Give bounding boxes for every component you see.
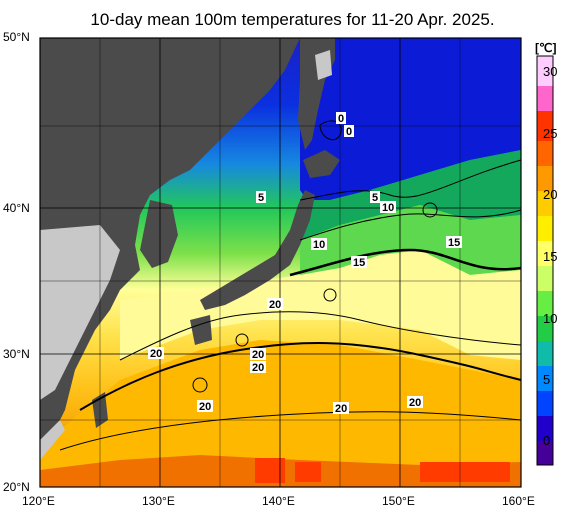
lat-label: 50°N: [3, 30, 30, 44]
isotherm-lines: [59, 120, 522, 451]
lon-label: 160°E: [502, 494, 535, 508]
lon-label: 130°E: [142, 494, 175, 508]
map-frame: [39, 37, 522, 488]
contour-label: 20: [335, 403, 347, 415]
contour-label: 0: [346, 126, 352, 138]
green-water-region: [300, 150, 521, 240]
lat-label: 40°N: [3, 201, 30, 215]
lon-label: 150°E: [382, 494, 415, 508]
colorbar-label: 30: [543, 64, 558, 79]
lat-label: 20°N: [3, 480, 30, 494]
colorbar-label: 10: [543, 311, 558, 326]
pale-yellow-region: [120, 250, 521, 360]
contour-labels: 0 0 5 5 10 10 15 15 20 20 20 20 20 20 20: [148, 112, 462, 415]
contour-label: 20: [252, 349, 264, 361]
korean-peninsula: [140, 200, 178, 268]
contour-label: 5: [258, 192, 264, 204]
lat-label: 30°N: [3, 347, 30, 361]
japan-honshu: [200, 190, 315, 310]
contour-label: 20: [150, 348, 162, 360]
japan-hokkaido: [303, 150, 340, 178]
lon-label: 140°E: [262, 494, 295, 508]
colorbar-label: 0: [543, 433, 551, 448]
cold-water-region: [300, 38, 521, 205]
contour-label: 20: [409, 397, 421, 409]
colorbar-label: 20: [543, 187, 558, 202]
colorbar-unit: [℃]: [535, 41, 557, 55]
contour-label: 0: [338, 113, 344, 125]
colorbar: [536, 55, 554, 466]
lon-label: 120°E: [22, 494, 55, 508]
contour-label: 15: [353, 257, 365, 269]
contour-label: 20: [269, 299, 281, 311]
contour-label: 10: [382, 202, 394, 214]
map-title: 10-day mean 100m temperatures for 11-20 …: [90, 10, 495, 29]
contour-label: 5: [372, 192, 378, 204]
contour-label: 20: [252, 362, 264, 374]
contour-label: 15: [448, 237, 460, 249]
colorbar-label: 15: [543, 249, 558, 264]
contour-label: 10: [313, 239, 325, 251]
colorbar-label: 25: [543, 126, 558, 141]
contour-label: 20: [199, 401, 211, 413]
asia-landmass: [40, 38, 300, 445]
colorbar-label: 5: [543, 372, 551, 387]
hot-spot: [255, 458, 285, 483]
